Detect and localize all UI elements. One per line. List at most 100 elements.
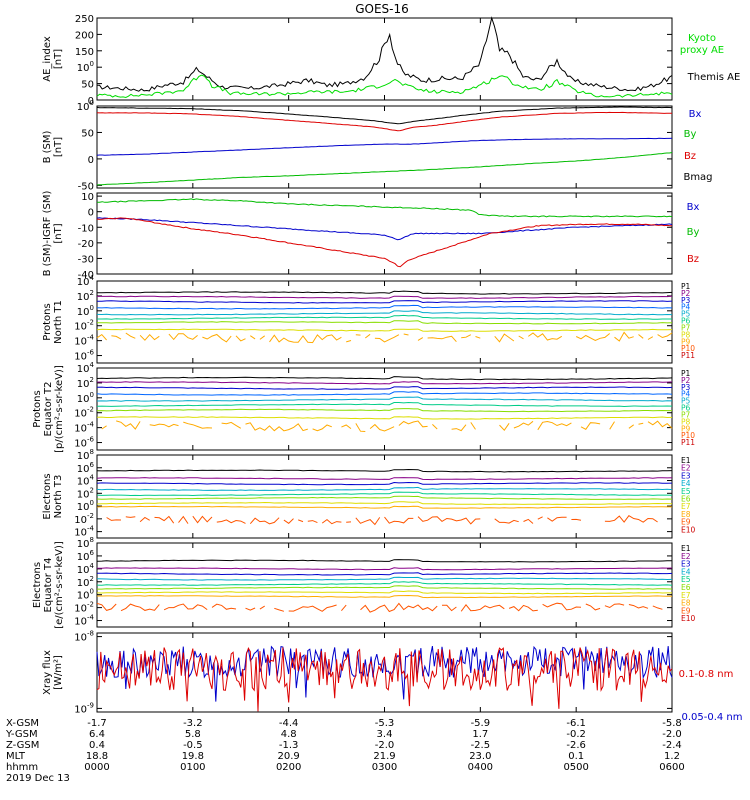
legend-channel-p3: P3 — [681, 296, 691, 305]
ephemeris-value: 0600 — [659, 762, 684, 773]
legend-channel-e5: E5 — [681, 487, 691, 496]
channel-line-e3 — [96, 481, 673, 486]
ephemeris-value: 0500 — [563, 762, 588, 773]
series-line-bmag — [96, 106, 673, 125]
panel-frame — [96, 632, 673, 713]
ephemeris-value: 4.8 — [281, 729, 297, 740]
legend-channel-e4: E4 — [681, 567, 691, 576]
ephemeris-value: -0.2 — [566, 729, 586, 740]
ephemeris-value: -5.3 — [375, 718, 395, 729]
legend-channel-p5: P5 — [681, 310, 691, 319]
y-tick-label: -10 — [78, 223, 94, 234]
channel-line-e3 — [97, 572, 673, 576]
legend-channel-p11: P11 — [681, 438, 695, 447]
y-axis-label: North T1 — [53, 300, 64, 344]
channel-line-p2 — [97, 295, 673, 299]
legend-channel-e3: E3 — [681, 471, 691, 480]
y-tick-label: 250 — [75, 14, 94, 25]
legend-channel-e8: E8 — [681, 599, 691, 608]
legend-channel-p10: P10 — [681, 431, 695, 440]
ephemeris-value: 20.9 — [278, 751, 300, 762]
y-tick-label: 0 — [88, 155, 94, 166]
channel-line-e8 — [97, 594, 672, 599]
legend-channel-e8: E8 — [681, 510, 691, 519]
ephemeris-value: 21.9 — [373, 751, 395, 762]
legend-entry: 0.05-0.4 nm — [681, 712, 742, 723]
y-tick-label: 102 — [77, 289, 94, 303]
legend-channel-p4: P4 — [681, 303, 691, 312]
legend-channel-e7: E7 — [681, 502, 691, 511]
y-tick-label: 100 — [77, 60, 94, 74]
legend-channel-p8: P8 — [681, 417, 691, 426]
ephemeris-value: 0.4 — [89, 740, 105, 751]
ephemeris-value: 0400 — [468, 762, 493, 773]
channel-line-p9 — [96, 331, 673, 344]
y-tick-label: 104 — [77, 361, 95, 375]
ephemeris-value: -6.1 — [566, 718, 586, 729]
y-tick-label: 200 — [75, 30, 94, 41]
y-tick-label: 10-8 — [74, 630, 94, 644]
ephemeris-value: -2.4 — [662, 740, 682, 751]
legend-channel-p2: P2 — [681, 376, 691, 385]
legend-channel-e7: E7 — [681, 591, 691, 600]
plot-date: 2019 Dec 13 — [6, 773, 70, 784]
series-line-themis-ae — [96, 16, 673, 92]
ephemeris-value: -2.6 — [566, 740, 586, 751]
legend-entry: By — [687, 227, 700, 238]
channel-line-e6 — [97, 585, 673, 590]
ephemeris-value: 18.8 — [86, 751, 108, 762]
y-tick-label: 100 — [77, 391, 94, 405]
series-line-bx — [96, 217, 673, 241]
legend-channel-p11: P11 — [681, 351, 695, 360]
legend-channel-p6: P6 — [681, 317, 691, 326]
y-tick-label: 108 — [77, 536, 94, 550]
channel-line-e7 — [96, 501, 673, 505]
series-line-bx — [96, 137, 673, 156]
legend-channel-p7: P7 — [681, 323, 691, 332]
ephemeris-value: 0.1 — [568, 751, 584, 762]
panel-frame — [96, 105, 673, 189]
series-line-bz — [96, 217, 673, 268]
channel-line-e4 — [96, 486, 673, 491]
ephemeris-value: -5.9 — [471, 718, 491, 729]
y-tick-label: 102 — [77, 575, 94, 589]
channel-line-e1 — [96, 559, 673, 563]
legend-entry: Themis AE — [687, 72, 741, 83]
channel-line-p1 — [96, 290, 673, 295]
channel-line-p8 — [96, 328, 673, 332]
ephemeris-row-label: Y-GSM — [5, 729, 38, 740]
legend-channel-e1: E1 — [681, 456, 691, 465]
legend-channel-e6: E6 — [681, 495, 691, 504]
panel-frame — [96, 454, 673, 539]
y-tick-label: 10-2 — [74, 601, 94, 615]
ephemeris-value: 0000 — [84, 762, 109, 773]
y-axis-label: B (SM) — [42, 130, 53, 163]
legend-entry: Bx — [689, 109, 702, 120]
ephemeris-row-label: hhmm — [6, 762, 38, 773]
channel-line-e6 — [96, 495, 673, 500]
legend-channel-p2: P2 — [681, 289, 691, 298]
y-axis-label: [e/(cm²-s-sr-keV)] — [54, 541, 65, 629]
channel-line-p6 — [96, 401, 673, 408]
y-tick-label: 10-2 — [74, 406, 94, 420]
panel-bsm: -50 0 50 100 B (SM) [nT] Bx By Bz Bmag — [42, 99, 713, 192]
legend-channel-p9: P9 — [681, 337, 691, 346]
y-axis-label: [W/m²] — [53, 655, 64, 690]
legend-channel-p6: P6 — [681, 404, 691, 413]
y-tick-label: 50 — [81, 80, 94, 91]
y-tick-label: 10 — [81, 192, 94, 203]
y-axis-label: North T3 — [53, 475, 64, 519]
legend-entry: proxy AE — [680, 45, 724, 56]
ephemeris-value: 1.2 — [664, 751, 680, 762]
legend-entry: Bx — [687, 202, 700, 213]
legend-channel-e9: E9 — [681, 518, 691, 527]
ephemeris-value: 0200 — [276, 762, 301, 773]
channel-line-p4 — [96, 391, 673, 396]
channel-line-e7 — [96, 590, 672, 595]
xray-flux-line — [96, 646, 673, 712]
y-tick-label: 100 — [77, 99, 94, 113]
series-line-by — [96, 152, 673, 186]
